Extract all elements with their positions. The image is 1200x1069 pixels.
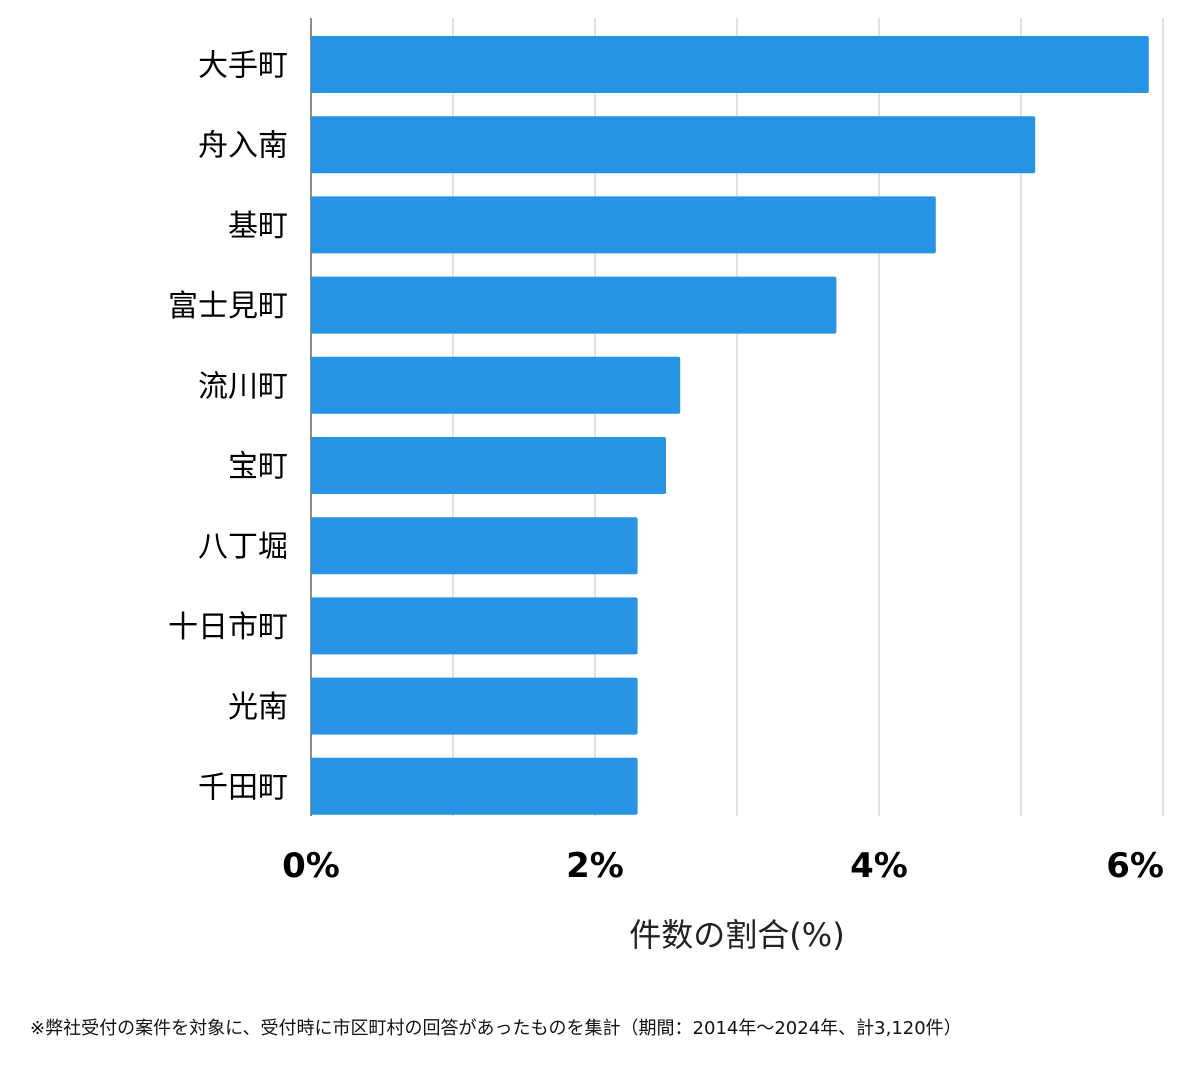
category-label: 千田町	[198, 770, 288, 805]
bar	[311, 597, 638, 655]
bar	[311, 677, 638, 735]
bars	[311, 36, 1149, 815]
bar	[311, 196, 936, 254]
bar	[311, 356, 681, 414]
x-tick-label: 4%	[850, 846, 908, 886]
footnote: ※弊社受付の案件を対象に、受付時に市区町村の回答があったものを集計（期間：201…	[30, 1018, 962, 1039]
x-tick-label: 0%	[282, 846, 340, 886]
category-label: 八丁堀	[198, 530, 288, 565]
x-tick-label: 2%	[566, 846, 624, 886]
category-label: 光南	[228, 690, 288, 725]
bar	[311, 757, 638, 815]
category-label: 流川町	[198, 369, 288, 404]
category-label: 十日市町	[168, 610, 288, 645]
bar	[311, 116, 1036, 174]
category-label: 富士見町	[168, 289, 288, 324]
x-tick-labels: 0% 2% 4% 6%	[282, 846, 1164, 886]
category-label: 大手町	[198, 49, 288, 84]
bar	[311, 517, 638, 575]
category-label: 舟入南	[198, 129, 288, 164]
bar	[311, 437, 666, 494]
x-tick-label: 6%	[1106, 846, 1164, 886]
bar	[311, 276, 837, 334]
category-label: 基町	[228, 209, 288, 244]
category-label: 宝町	[228, 450, 288, 485]
x-axis-title: 件数の割合(%)	[629, 916, 844, 954]
bar	[311, 36, 1149, 93]
